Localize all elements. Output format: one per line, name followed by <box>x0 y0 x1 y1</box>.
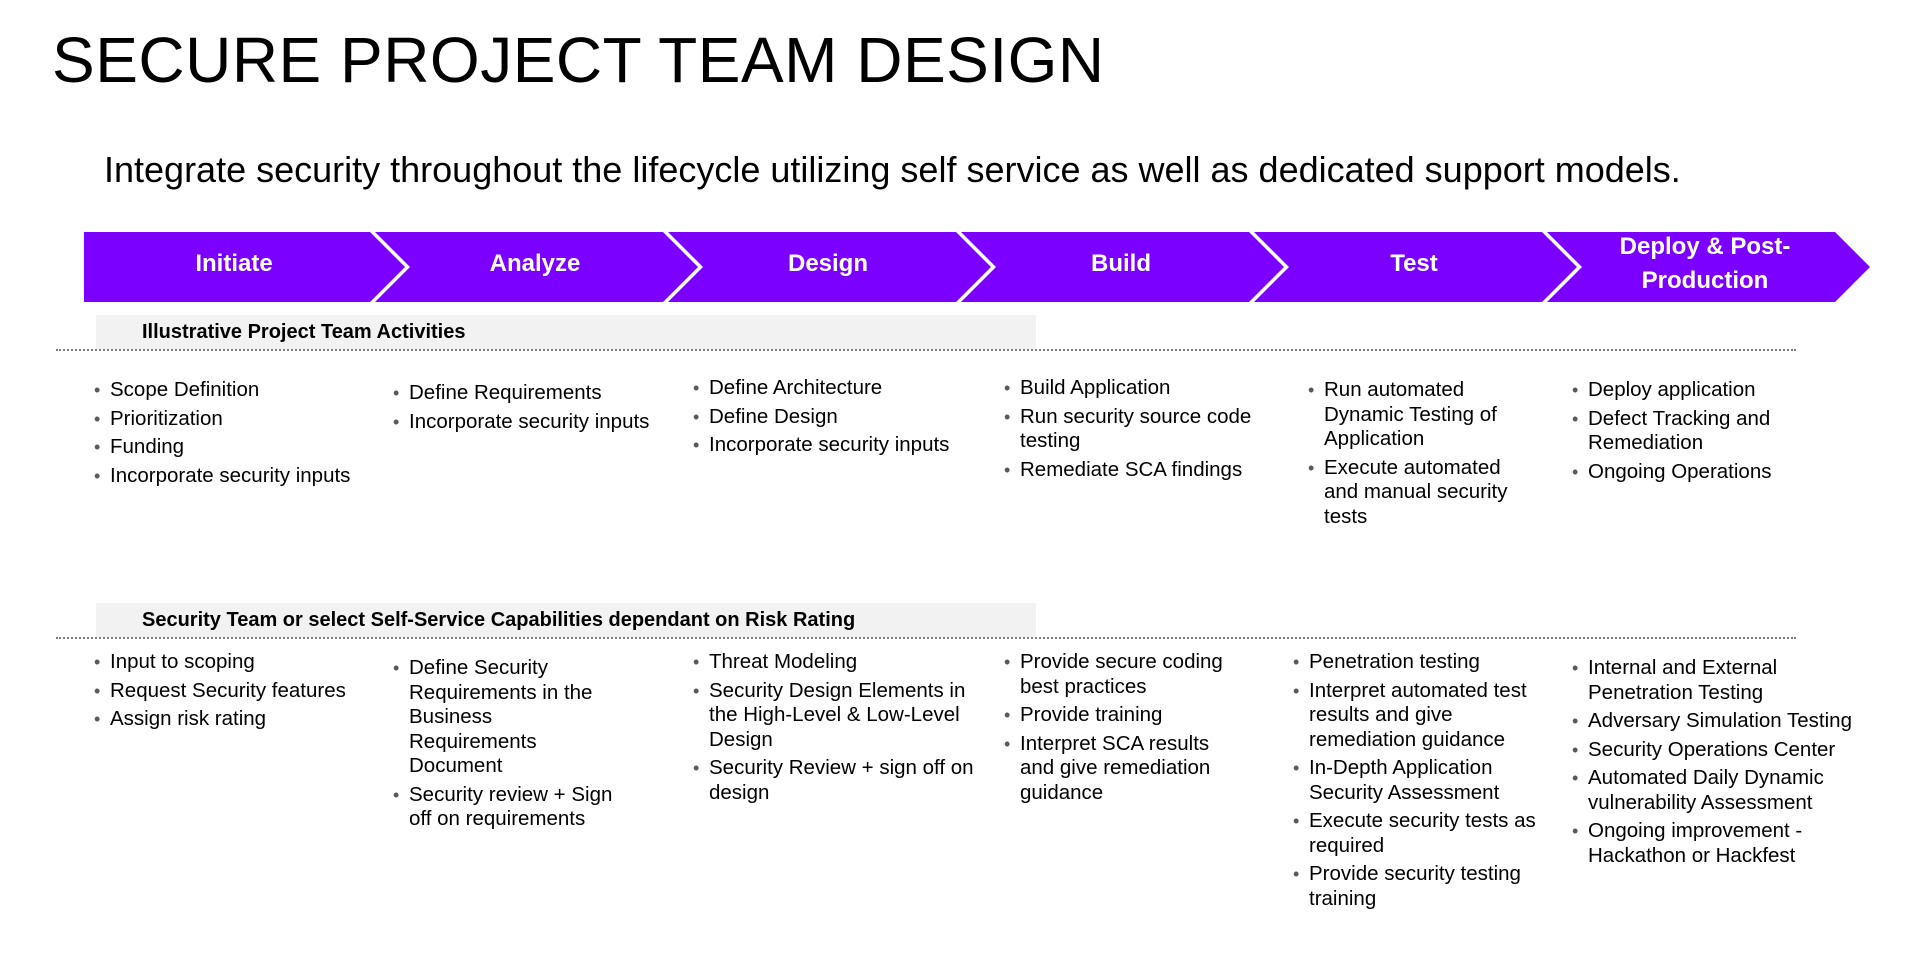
list-item: Prioritization <box>94 407 384 432</box>
list-item: Ongoing Operations <box>1572 460 1862 485</box>
phase-label-test: Test <box>1390 250 1438 277</box>
security-column-analyze: Define Security Requirements in the Busi… <box>393 656 613 836</box>
list-item: Provide secure coding best practices <box>1004 650 1244 699</box>
page-subtitle: Integrate security throughout the lifecy… <box>104 149 1681 190</box>
list-item: Define Security Requirements in the Busi… <box>393 656 613 779</box>
list-item: Scope Definition <box>94 378 384 403</box>
list-item: Remediate SCA findings <box>1004 458 1294 483</box>
section-divider <box>56 637 1796 639</box>
list-item: Interpret SCA results and give remediati… <box>1004 732 1244 806</box>
list-item: Execute security tests as required <box>1293 809 1553 858</box>
list-item: Request Security features <box>94 679 384 704</box>
list-item: Define Design <box>693 405 983 430</box>
list-item: Provide security testing training <box>1293 862 1553 911</box>
list-item: Internal and External Penetration Testin… <box>1572 656 1882 705</box>
list-item: In-Depth Application Security Assessment <box>1293 756 1553 805</box>
phase-chevron-deploy <box>1547 232 1870 302</box>
security-column-test: Penetration testing Interpret automated t… <box>1293 650 1553 915</box>
activity-column-initiate: Scope Definition Prioritization Funding Inc… <box>94 378 384 492</box>
list-item: Define Requirements <box>393 381 683 406</box>
list-item: Incorporate security inputs <box>393 410 683 435</box>
security-column-build: Provide secure coding best practices Prov… <box>1004 650 1244 809</box>
security-column-initiate: Input to scoping Request Security feature… <box>94 650 384 736</box>
phase-label-deploy: Deploy & Post-Production <box>1619 233 1791 294</box>
list-item: Run automated Dynamic Testing of Applica… <box>1308 378 1508 452</box>
list-item: Funding <box>94 435 384 460</box>
list-item: Incorporate security inputs <box>693 433 983 458</box>
list-item: Interpret automated test results and giv… <box>1293 679 1553 753</box>
phase-label-initiate: Initiate <box>195 250 273 277</box>
activity-column-deploy: Deploy application Defect Tracking and Re… <box>1572 378 1862 488</box>
list-item: Automated Daily Dynamic vulnerability As… <box>1572 766 1882 815</box>
section-divider <box>56 349 1796 351</box>
lifecycle-chevron-bar <box>84 232 1870 302</box>
list-item: Security Design Elements in the High-Lev… <box>693 679 993 753</box>
list-item: Assign risk rating <box>94 707 384 732</box>
activity-column-build: Build Application Run security source cod… <box>1004 376 1294 486</box>
security-column-deploy: Internal and External Penetration Testin… <box>1572 656 1882 872</box>
section-header-project-team: Illustrative Project Team Activities <box>96 315 1036 349</box>
phase-chevron-design <box>668 232 991 302</box>
section-header-security-team: Security Team or select Self-Service Cap… <box>96 603 1036 637</box>
phase-chevron-analyze <box>375 232 698 302</box>
list-item: Provide training <box>1004 703 1244 728</box>
security-column-design: Threat Modeling Security Design Elements … <box>693 650 993 809</box>
list-item: Defect Tracking and Remediation <box>1572 407 1862 456</box>
list-item: Build Application <box>1004 376 1294 401</box>
list-item: Incorporate security inputs <box>94 464 384 489</box>
phase-label-build: Build <box>1091 250 1151 277</box>
list-item: Run security source code testing <box>1004 405 1294 454</box>
page-title: SECURE PROJECT TEAM DESIGN <box>52 24 1105 96</box>
list-item: Define Architecture <box>693 376 983 401</box>
phase-chevron-test <box>1254 232 1577 302</box>
activity-column-design: Define Architecture Define Design Incorpor… <box>693 376 983 462</box>
list-item: Deploy application <box>1572 378 1862 403</box>
activity-column-analyze: Define Requirements Incorporate security … <box>393 381 683 438</box>
list-item: Ongoing improvement - Hackathon or Hackf… <box>1572 819 1882 868</box>
list-item: Adversary Simulation Testing <box>1572 709 1882 734</box>
list-item: Security review + Sign off on requiremen… <box>393 783 613 832</box>
phase-label-analyze: Analyze <box>489 250 581 277</box>
phase-chevron-initiate <box>84 232 405 302</box>
list-item: Security Review + sign off on design <box>693 756 993 805</box>
list-item: Penetration testing <box>1293 650 1553 675</box>
list-item: Execute automated and manual security te… <box>1308 456 1508 530</box>
activity-column-test: Run automated Dynamic Testing of Applica… <box>1308 378 1508 533</box>
list-item: Threat Modeling <box>693 650 993 675</box>
list-item: Security Operations Center <box>1572 738 1882 763</box>
list-item: Input to scoping <box>94 650 384 675</box>
phase-chevron-build <box>961 232 1284 302</box>
phase-label-design: Design <box>787 250 868 277</box>
